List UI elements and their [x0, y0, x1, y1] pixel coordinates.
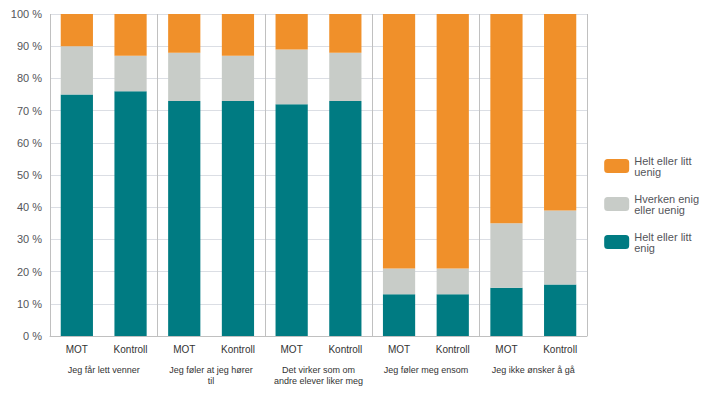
svg-text:Jeg føler meg ensom: Jeg føler meg ensom — [384, 365, 469, 375]
svg-text:Hverken enig: Hverken enig — [634, 192, 699, 205]
svg-text:andre elever liker meg: andre elever liker meg — [274, 376, 363, 386]
svg-text:MOT: MOT — [495, 344, 517, 355]
svg-text:90 %: 90 % — [17, 40, 42, 52]
svg-text:70 %: 70 % — [17, 105, 42, 117]
svg-text:Helt eller litt: Helt eller litt — [634, 230, 692, 243]
svg-text:Kontroll: Kontroll — [436, 344, 470, 355]
svg-text:enig: enig — [634, 242, 655, 254]
svg-text:60 %: 60 % — [17, 137, 42, 149]
svg-text:30 %: 30 % — [17, 233, 42, 245]
svg-text:100 %: 100 % — [11, 8, 42, 20]
svg-text:Kontroll: Kontroll — [221, 344, 255, 355]
svg-text:50 %: 50 % — [17, 169, 42, 181]
svg-text:MOT: MOT — [66, 344, 88, 355]
svg-text:Det virker som om: Det virker som om — [282, 365, 355, 375]
svg-text:40 %: 40 % — [17, 201, 42, 213]
svg-text:Jeg ikke ønsker å gå: Jeg ikke ønsker å gå — [492, 365, 575, 375]
svg-text:eller uenig: eller uenig — [634, 204, 685, 216]
svg-text:Kontroll: Kontroll — [543, 344, 577, 355]
svg-text:MOT: MOT — [388, 344, 410, 355]
svg-text:MOT: MOT — [281, 344, 303, 355]
svg-text:80 %: 80 % — [17, 72, 42, 84]
svg-text:Kontroll: Kontroll — [328, 344, 362, 355]
svg-text:Jeg får lett venner: Jeg får lett venner — [68, 365, 140, 375]
svg-text:0 %: 0 % — [23, 330, 42, 342]
svg-text:Jeg føler at jeg hører: Jeg føler at jeg hører — [169, 365, 253, 375]
svg-text:20 %: 20 % — [17, 266, 42, 278]
svg-text:uenig: uenig — [634, 166, 661, 178]
svg-text:Helt eller litt: Helt eller litt — [634, 154, 692, 167]
svg-text:til: til — [208, 376, 215, 386]
svg-text:10 %: 10 % — [17, 298, 42, 310]
svg-text:Kontroll: Kontroll — [114, 344, 148, 355]
svg-text:MOT: MOT — [173, 344, 195, 355]
